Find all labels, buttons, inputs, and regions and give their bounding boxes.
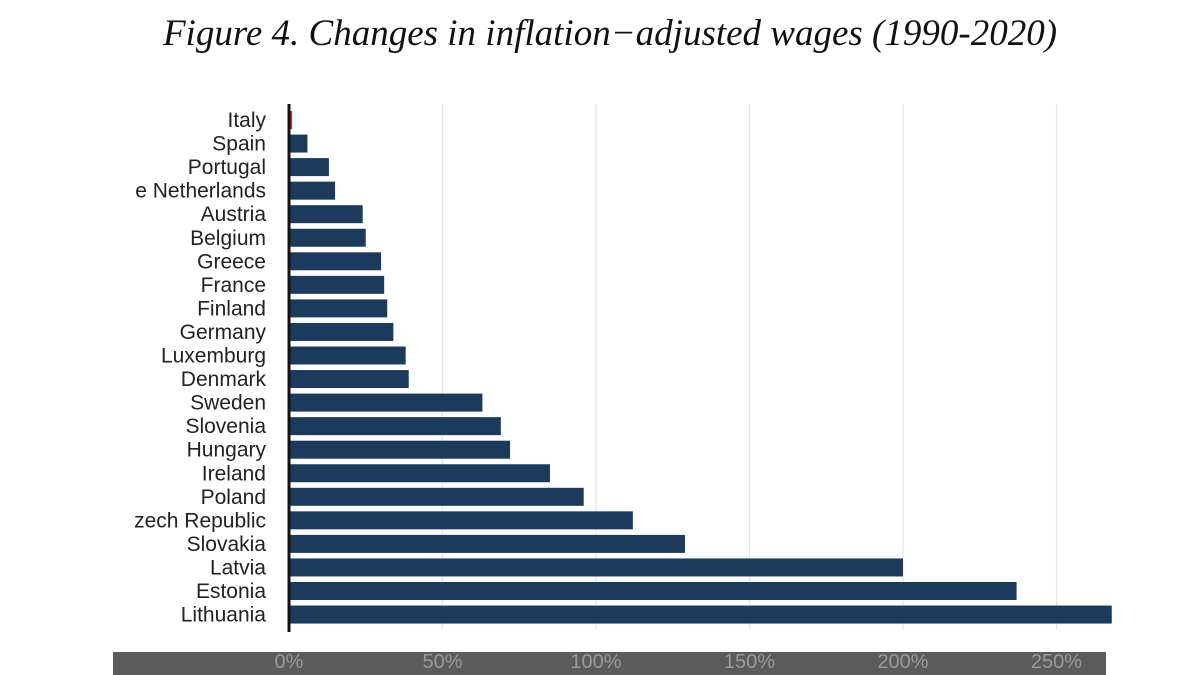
bar-latvia	[289, 558, 903, 577]
category-label: Estonia	[196, 580, 266, 603]
category-label: Poland	[201, 486, 266, 509]
category-label: Italy	[227, 109, 266, 132]
category-label: Spain	[212, 133, 266, 156]
x-tick-label: 150%	[724, 651, 775, 673]
bottom-caption-strip	[113, 652, 1106, 675]
bar-zech-republic	[289, 511, 633, 530]
bar-greece	[289, 252, 382, 271]
category-label: France	[201, 274, 266, 297]
x-tick-label: 50%	[422, 651, 462, 673]
bar-slovenia	[289, 417, 501, 436]
category-label: Slovakia	[187, 533, 267, 556]
x-tick-label: 200%	[877, 651, 928, 673]
category-label: zech Republic	[134, 509, 266, 532]
bar-denmark	[289, 370, 409, 389]
bar-finland	[289, 299, 388, 318]
bar-slovakia	[289, 534, 686, 553]
category-label: Germany	[180, 321, 267, 344]
x-tick-label: 100%	[570, 651, 621, 673]
category-label: Luxemburg	[161, 345, 266, 368]
bar-france	[289, 275, 385, 294]
bar-italy	[289, 111, 293, 129]
bar-portugal	[289, 158, 329, 177]
bar-ireland	[289, 464, 550, 483]
x-tick-label: 250%	[1031, 651, 1082, 673]
category-label: Lithuania	[181, 604, 267, 627]
category-label: e Netherlands	[135, 180, 266, 203]
category-label: Denmark	[181, 368, 267, 391]
bar-estonia	[289, 582, 1017, 600]
category-label: Finland	[197, 297, 266, 320]
bar-belgium	[289, 228, 366, 247]
bar-spain	[289, 134, 308, 153]
bar-germany	[289, 322, 394, 341]
axes: 0% 50% 100% 150% 200% 250%	[275, 104, 1082, 673]
bar-luxemburg	[289, 346, 406, 365]
bar-sweden	[289, 393, 483, 412]
bar-austria	[289, 205, 363, 224]
bar-poland	[289, 487, 584, 506]
bar-hungary	[289, 440, 511, 459]
category-label: Ireland	[202, 462, 266, 485]
category-label: Portugal	[188, 156, 266, 179]
bar-lithuania	[289, 605, 1112, 624]
category-label: Hungary	[187, 439, 267, 462]
category-label: Slovenia	[185, 415, 266, 438]
category-label: Greece	[197, 250, 266, 273]
category-label: Austria	[201, 203, 267, 226]
chart-title: Figure 4. Changes in inflation−adjusted …	[162, 13, 1058, 54]
category-label: Sweden	[190, 392, 266, 415]
bars	[289, 111, 1112, 624]
category-label: Latvia	[210, 556, 266, 579]
x-tick-label: 0%	[275, 651, 304, 673]
category-label: Belgium	[190, 227, 266, 250]
bar-e-netherlands	[289, 181, 336, 200]
